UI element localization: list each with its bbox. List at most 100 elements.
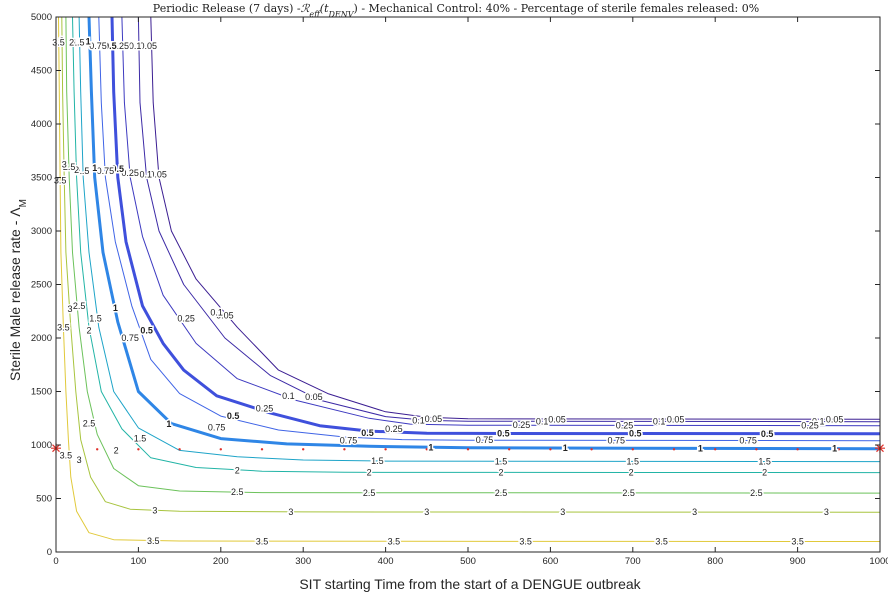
contour-label: 0.75 [89, 41, 107, 51]
contour-label: 0.25 [513, 420, 531, 430]
y-tick-label: 4000 [31, 119, 52, 130]
y-tick-label: 3000 [31, 226, 52, 237]
contour-label: 1 [428, 443, 433, 453]
x-tick-label: 300 [295, 556, 311, 567]
contour-label: 2.5 [495, 488, 508, 498]
contour-label: 2 [69, 38, 74, 48]
contour-label: 3.5 [791, 537, 804, 547]
contour-label: 0.05 [425, 414, 443, 424]
threshold-point [672, 448, 676, 451]
contour-label: 3.5 [60, 451, 73, 461]
x-tick-label: 400 [378, 556, 394, 567]
contour-label: 3.5 [388, 536, 401, 546]
contour-label: 0.25 [177, 314, 195, 324]
contour-label: 1 [166, 419, 171, 429]
contour-label: 0.5 [761, 429, 774, 439]
threshold-point [549, 448, 552, 451]
contour-label: 1 [86, 37, 91, 47]
contour-label: 2.5 [622, 488, 635, 498]
y-tick-label: 2500 [31, 280, 52, 291]
contour-label: 3 [424, 507, 429, 517]
contour-label: 0.1 [653, 417, 666, 427]
contour-label: 0.75 [340, 436, 358, 446]
contour-label: 0.75 [121, 333, 139, 343]
contour-label: 2.5 [750, 488, 763, 498]
contour-label: 2.5 [63, 162, 76, 172]
x-tick-label: 900 [790, 556, 806, 567]
contour-label: 0.5 [140, 326, 153, 336]
threshold-point [508, 448, 511, 451]
contour-label: 0.25 [801, 421, 819, 431]
contour-label: 3 [824, 507, 829, 517]
threshold-point [302, 448, 305, 451]
threshold-point [631, 448, 634, 451]
y-tick-label: 4500 [31, 66, 52, 77]
chart-title: Periodic Release (7 days) -ℛeff(tDENV) -… [153, 2, 759, 19]
contour-label: 3.5 [57, 322, 70, 332]
threshold-point [178, 448, 181, 451]
threshold-point [590, 448, 593, 451]
contour-label: 0.05 [149, 169, 167, 179]
contour-label: 0.05 [305, 392, 323, 402]
contour-label: 0.25 [385, 424, 403, 434]
contour-label: 1 [92, 163, 97, 173]
contour-line-0_75 [98, 17, 880, 442]
contour-label: 1.5 [495, 456, 508, 466]
y-tick-label: 5000 [31, 12, 52, 23]
contour-label: 3 [59, 36, 64, 46]
contour-label: 3 [62, 160, 67, 170]
contour-label: 2.5 [363, 488, 376, 498]
threshold-point [466, 448, 470, 451]
contour-line-0_5 [110, 17, 880, 436]
contour-label: 0.05 [826, 414, 844, 424]
x-tick-label: 0 [53, 556, 58, 567]
y-tick-label: 1500 [31, 387, 52, 398]
contour-label: 0.1 [282, 391, 295, 401]
contour-label: 0.1 [140, 169, 153, 179]
x-tick-label: 100 [130, 556, 146, 567]
contour-label: 3 [288, 507, 293, 517]
y-tick-label: 500 [36, 494, 52, 505]
contour-label: 1.5 [627, 456, 640, 466]
y-tick-label: 3500 [31, 173, 52, 184]
contour-label: 0.05 [216, 311, 234, 321]
contour-label: 3 [77, 455, 82, 465]
contour-line-0_1 [137, 17, 880, 423]
contour-label: 0.25 [112, 41, 130, 51]
contour-label: 0.75 [739, 436, 757, 446]
contour-label: 2 [367, 467, 372, 477]
contour-label: 0.5 [497, 428, 510, 438]
x-tick-label: 600 [542, 556, 558, 567]
contour-label: 1 [563, 443, 568, 453]
contour-label: 0.5 [361, 428, 374, 438]
contour-label: 0.1 [536, 417, 549, 427]
contour-label: 3.5 [519, 537, 532, 547]
contour-label: 0.05 [140, 41, 158, 51]
contour-line-3 [61, 17, 880, 513]
contour-label: 3 [692, 507, 697, 517]
threshold-point [755, 448, 758, 451]
y-tick-label: 1000 [31, 440, 52, 451]
threshold-point [796, 448, 799, 451]
contour-label: 0.5 [104, 41, 117, 51]
x-tick-label: 800 [707, 556, 723, 567]
x-tick-label: 200 [213, 556, 229, 567]
contour-line-0_25 [121, 17, 880, 427]
contour-label: 2.5 [83, 419, 96, 429]
y-axis-label: Sterile Male release rate - ΛM [7, 199, 29, 381]
threshold-point [425, 448, 428, 451]
threshold-point [137, 448, 140, 451]
contour-label: 0.1 [412, 415, 425, 425]
contour-label: 2 [114, 445, 119, 455]
threshold-point [714, 448, 717, 451]
contour-label: 2 [86, 326, 91, 336]
contour-lines [58, 17, 880, 542]
threshold-point [260, 448, 264, 451]
contour-label: 2 [74, 165, 79, 175]
contour-label: 0.1 [129, 41, 142, 51]
contour-label: 1.5 [134, 434, 147, 444]
contour-label: 0.5 [227, 411, 240, 421]
contour-label: 0.25 [256, 404, 274, 414]
contour-label: 0.1 [812, 417, 825, 427]
